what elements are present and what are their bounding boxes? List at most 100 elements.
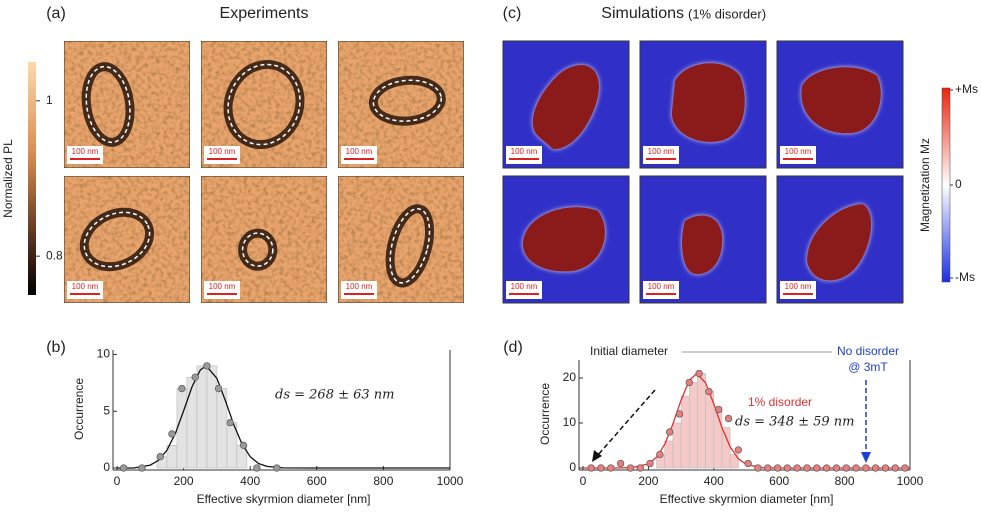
x-tick-label: 1000 — [897, 474, 924, 488]
colorbar-tick-label: 0.8 — [46, 248, 63, 262]
data-point — [803, 464, 811, 472]
colorbar-title: Magnetization Mz — [918, 138, 932, 232]
x-tick-label: 200 — [174, 474, 194, 488]
annotation: ds = 268 ± 63 nm — [275, 388, 395, 403]
data-point — [239, 441, 248, 449]
x-tick-label: 600 — [307, 474, 327, 488]
data-point — [253, 464, 261, 472]
data-point — [226, 418, 234, 427]
panel-title: Experiments — [220, 5, 309, 22]
scale-bar-label: 100 nm — [511, 147, 538, 156]
fit-contour — [241, 232, 274, 267]
histogram-bar — [729, 454, 739, 469]
histogram-bar — [688, 382, 698, 469]
skyrmion — [671, 63, 745, 142]
scale-bar-label: 100 nm — [72, 147, 99, 156]
y-tick-label: 0 — [103, 460, 110, 474]
data-point — [764, 464, 772, 472]
arrow-head — [861, 452, 871, 463]
x-tick-label: 0 — [580, 474, 587, 488]
data-point — [793, 464, 801, 472]
data-point — [120, 464, 128, 472]
annotation: 1% disorder — [748, 395, 812, 409]
data-point — [675, 410, 684, 418]
data-point — [607, 464, 615, 472]
annotation: ds = 348 ± 59 nm — [735, 415, 855, 430]
data-point — [773, 464, 782, 472]
data-point — [715, 405, 723, 414]
colorbar — [941, 87, 951, 283]
data-point — [587, 464, 595, 472]
panel-title: Simulations — [601, 5, 684, 22]
data-point — [695, 369, 703, 378]
data-point — [754, 464, 762, 472]
x-tick-label: 400 — [704, 474, 724, 488]
panel-label: (a) — [46, 5, 66, 22]
histogram-bar — [206, 365, 218, 469]
x-tick-label: 400 — [240, 474, 260, 488]
x-axis-label: Effective skyrmion diameter [nm] — [660, 492, 834, 506]
fit-contour — [83, 211, 151, 268]
y-tick-label: 20 — [563, 370, 577, 384]
scale-bar-label: 100 nm — [72, 282, 99, 291]
data-point — [178, 384, 186, 393]
y-axis-label: Occurrence — [538, 383, 552, 445]
scale-bar-label: 100 nm — [648, 147, 675, 156]
histogram-bar — [713, 409, 723, 469]
histogram-bar — [697, 373, 706, 469]
colorbar-tick-label: 1 — [46, 93, 53, 107]
data-point — [636, 464, 644, 472]
data-point — [616, 459, 625, 468]
skyrmion — [522, 207, 605, 272]
skyrmion — [807, 204, 872, 281]
histogram-bar — [166, 445, 178, 469]
scale-bar-label: 100 nm — [511, 282, 538, 291]
data-point — [734, 446, 742, 454]
fit-contour — [85, 65, 131, 144]
scale-bar-label: 100 nm — [648, 282, 675, 291]
data-point — [881, 464, 890, 472]
skyrmion — [801, 67, 881, 134]
data-point — [901, 464, 909, 472]
y-tick-label: 0 — [569, 460, 576, 474]
histogram-bar — [705, 391, 715, 469]
y-axis-label: Occurrence — [72, 378, 86, 440]
data-point — [273, 464, 281, 472]
data-point — [156, 453, 164, 461]
arrow — [596, 389, 656, 457]
data-point — [862, 464, 870, 472]
x-axis-label: Effective skyrmion diameter [nm] — [197, 492, 371, 506]
data-point — [168, 430, 176, 438]
scale-bar-label: 100 nm — [346, 282, 373, 291]
data-point — [646, 459, 654, 468]
data-point — [724, 414, 733, 423]
data-point — [842, 464, 850, 472]
histogram-bar — [196, 365, 208, 469]
data-point — [872, 464, 880, 472]
histogram-bar — [186, 376, 198, 469]
data-point — [191, 373, 199, 381]
data-point — [832, 464, 841, 472]
data-point — [891, 464, 899, 472]
data-point — [744, 459, 752, 468]
annotation: No disorder — [837, 344, 899, 358]
data-point — [666, 428, 674, 436]
data-point — [656, 450, 664, 459]
x-tick-label: 600 — [769, 474, 789, 488]
y-tick-label: 10 — [97, 347, 111, 361]
skyrmion — [682, 215, 723, 275]
colorbar-tick-label: +Ms — [955, 82, 978, 96]
y-tick-label: 5 — [103, 403, 110, 417]
colorbar-tick-label: 0 — [955, 177, 962, 191]
x-tick-label: 200 — [638, 474, 658, 488]
x-tick-label: 800 — [373, 474, 393, 488]
histogram-bar — [721, 427, 731, 469]
skyrmion — [532, 65, 599, 150]
data-point — [138, 464, 146, 472]
data-point — [685, 378, 693, 387]
x-tick-label: 800 — [835, 474, 855, 488]
data-point — [813, 464, 821, 472]
histogram-bar — [176, 388, 188, 469]
data-point — [783, 464, 792, 472]
